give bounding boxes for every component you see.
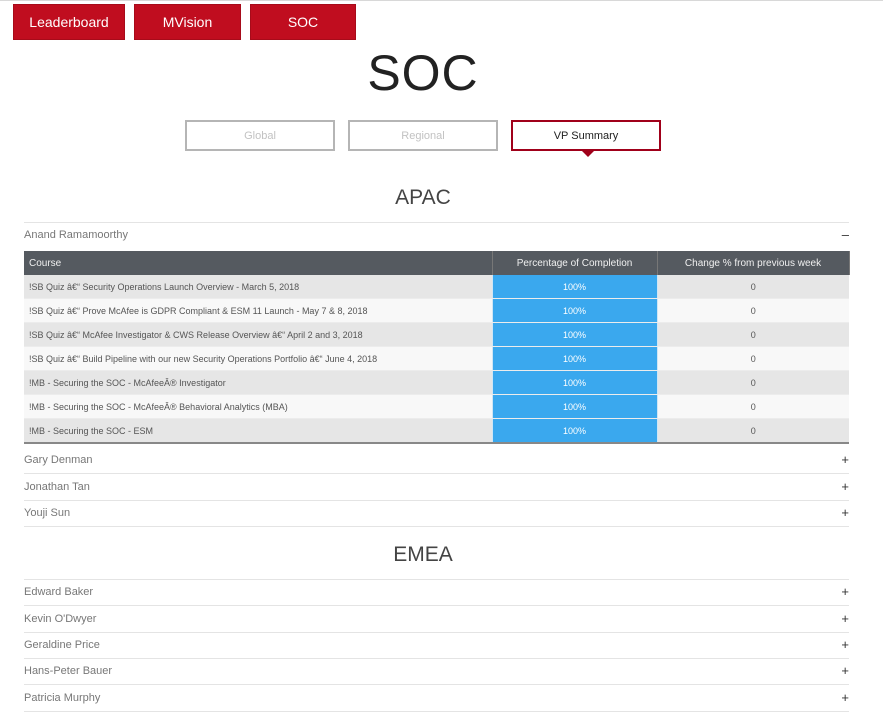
completion-percent: 100% [491,346,658,371]
expand-icon[interactable]: + [841,452,849,467]
course-name: !SB Quiz â€“ Security Operations Launch … [24,275,492,299]
tab-regional-label: Regional [401,129,445,142]
person-name: Hans-Peter Bauer [24,665,113,677]
person-name: Gary Denman [24,454,93,466]
person-row-geraldine-price[interactable]: Geraldine Price + [24,633,849,659]
divider [24,579,849,580]
completion-percent: 100% [491,394,658,419]
active-tab-pointer-icon [581,150,595,157]
course-name: !SB Quiz â€“ Build Pipeline with our new… [24,346,492,371]
weekly-change: 0 [657,394,849,419]
person-name: Kevin O'Dwyer [24,613,97,625]
collapse-icon[interactable]: – [841,227,849,242]
table-row: !SB Quiz â€“ Security Operations Launch … [24,275,849,299]
person-row-hans-peter-bauer[interactable]: Hans-Peter Bauer + [24,659,849,685]
person-name: Geraldine Price [24,639,100,651]
person-row-jonathan-tan[interactable]: Jonathan Tan + [24,475,849,501]
page-title: SOC [367,45,479,101]
expand-icon[interactable]: + [841,584,849,599]
expand-icon[interactable]: + [841,479,849,494]
person-row-kevin-odwyer[interactable]: Kevin O'Dwyer + [24,607,849,633]
table-header-row: Course Percentage of Completion Change %… [24,251,850,275]
course-name: !MB - Securing the SOC - ESM [24,418,492,444]
completion-percent: 100% [491,322,658,347]
completion-percent: 100% [491,298,658,323]
table-row: !SB Quiz â€“ McAfee Investigator & CWS R… [24,322,849,347]
completion-percent: 100% [491,418,658,444]
person-row-youji-sun[interactable]: Youji Sun + [24,501,849,527]
completion-percent: 100% [491,275,658,299]
soc-button[interactable]: SOC [250,4,356,40]
view-tabs: Global Regional VP Summary [0,120,883,164]
person-name: Youji Sun [24,507,71,519]
region-title-emea: EMEA [393,543,453,566]
divider [24,222,849,223]
weekly-change: 0 [657,322,849,347]
weekly-change: 0 [657,370,849,395]
table-row: !SB Quiz â€“ Prove McAfee is GDPR Compli… [24,298,849,323]
person-name: Jonathan Tan [24,481,90,493]
column-header-change[interactable]: Change % from previous week [657,251,850,275]
person-name: Patricia Murphy [24,692,101,704]
weekly-change: 0 [657,418,849,444]
weekly-change: 0 [657,298,849,323]
table-row: !MB - Securing the SOC - McAfeeÂ® Behavi… [24,394,849,419]
person-row-anand-ramamoorthy[interactable]: Anand Ramamoorthy – [24,223,849,251]
course-name: !MB - Securing the SOC - McAfeeÂ® Invest… [24,370,492,395]
column-header-course[interactable]: Course [24,251,493,275]
person-name: Anand Ramamoorthy [24,229,128,241]
expand-icon[interactable]: + [841,505,849,520]
expand-icon[interactable]: + [841,637,849,652]
person-row-gary-denman[interactable]: Gary Denman + [24,448,849,474]
tab-vp-summary[interactable]: VP Summary [511,120,661,157]
expand-icon[interactable]: + [841,611,849,626]
person-row-patricia-murphy[interactable]: Patricia Murphy + [24,686,849,712]
region-title-apac: APAC [395,186,451,209]
column-header-completion[interactable]: Percentage of Completion [492,251,658,275]
mvision-button[interactable]: MVision [134,4,241,40]
completion-percent: 100% [491,370,658,395]
course-name: !SB Quiz â€“ Prove McAfee is GDPR Compli… [24,298,492,323]
course-name: !SB Quiz â€“ McAfee Investigator & CWS R… [24,322,492,347]
person-name: Edward Baker [24,586,94,598]
course-completion-table: Course Percentage of Completion Change %… [24,251,850,444]
table-row: !MB - Securing the SOC - McAfeeÂ® Invest… [24,370,849,395]
table-row: !MB - Securing the SOC - ESM 100% 0 [24,418,849,444]
expand-icon[interactable]: + [841,663,849,678]
leaderboard-button[interactable]: Leaderboard [13,4,125,40]
course-name: !MB - Securing the SOC - McAfeeÂ® Behavi… [24,394,492,419]
top-border [0,0,883,1]
tab-regional[interactable]: Regional [348,120,498,151]
table-row: !SB Quiz â€“ Build Pipeline with our new… [24,346,849,371]
tab-global-label: Global [244,129,276,142]
weekly-change: 0 [657,346,849,371]
weekly-change: 0 [657,275,849,299]
tab-vp-summary-label: VP Summary [553,129,619,142]
expand-icon[interactable]: + [841,690,849,705]
person-row-edward-baker[interactable]: Edward Baker + [24,580,849,606]
tab-global[interactable]: Global [185,120,335,151]
